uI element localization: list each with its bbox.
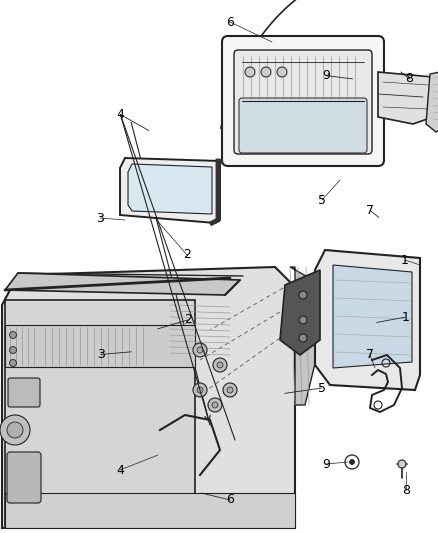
Text: 6: 6 <box>226 15 234 28</box>
Circle shape <box>227 387 233 393</box>
FancyBboxPatch shape <box>239 98 367 153</box>
Polygon shape <box>280 270 320 355</box>
Text: 9: 9 <box>322 457 330 471</box>
Text: 5: 5 <box>318 193 326 206</box>
Circle shape <box>212 402 218 408</box>
Circle shape <box>350 459 354 464</box>
FancyBboxPatch shape <box>234 50 372 154</box>
FancyBboxPatch shape <box>8 378 40 407</box>
Text: 5: 5 <box>318 382 326 394</box>
Polygon shape <box>290 267 317 405</box>
Circle shape <box>299 334 307 342</box>
Text: 1: 1 <box>401 254 409 266</box>
Text: 3: 3 <box>96 212 104 224</box>
Circle shape <box>197 387 203 393</box>
Circle shape <box>223 383 237 397</box>
Text: 4: 4 <box>117 108 124 121</box>
FancyBboxPatch shape <box>7 452 41 503</box>
Circle shape <box>197 347 203 353</box>
FancyBboxPatch shape <box>222 36 384 166</box>
Text: 2: 2 <box>183 248 191 262</box>
Circle shape <box>7 422 23 438</box>
Polygon shape <box>120 158 220 223</box>
Text: 9: 9 <box>322 69 330 82</box>
Circle shape <box>277 67 287 77</box>
Circle shape <box>261 67 271 77</box>
Text: 2: 2 <box>184 313 192 326</box>
Bar <box>5 300 195 528</box>
Circle shape <box>208 398 222 412</box>
Text: 1: 1 <box>401 311 409 324</box>
Circle shape <box>217 362 223 368</box>
Text: 4: 4 <box>116 464 124 477</box>
Circle shape <box>10 332 17 338</box>
Circle shape <box>193 343 207 357</box>
Circle shape <box>10 346 17 353</box>
Circle shape <box>0 415 30 445</box>
Bar <box>5 325 195 367</box>
Text: 8: 8 <box>406 72 413 85</box>
Text: 6: 6 <box>226 494 234 506</box>
Text: 8: 8 <box>402 483 410 497</box>
Polygon shape <box>315 250 420 390</box>
Polygon shape <box>378 72 438 124</box>
Circle shape <box>245 67 255 77</box>
Text: 7: 7 <box>366 204 374 217</box>
Polygon shape <box>128 164 212 214</box>
Bar <box>5 493 295 528</box>
Text: 7: 7 <box>366 349 374 361</box>
Circle shape <box>10 359 17 367</box>
Polygon shape <box>426 70 438 132</box>
Circle shape <box>213 358 227 372</box>
Circle shape <box>299 291 307 299</box>
Circle shape <box>193 383 207 397</box>
Polygon shape <box>5 273 240 295</box>
Polygon shape <box>333 265 412 368</box>
Polygon shape <box>2 267 295 528</box>
Circle shape <box>398 460 406 468</box>
Circle shape <box>299 316 307 324</box>
Text: 3: 3 <box>97 348 105 361</box>
